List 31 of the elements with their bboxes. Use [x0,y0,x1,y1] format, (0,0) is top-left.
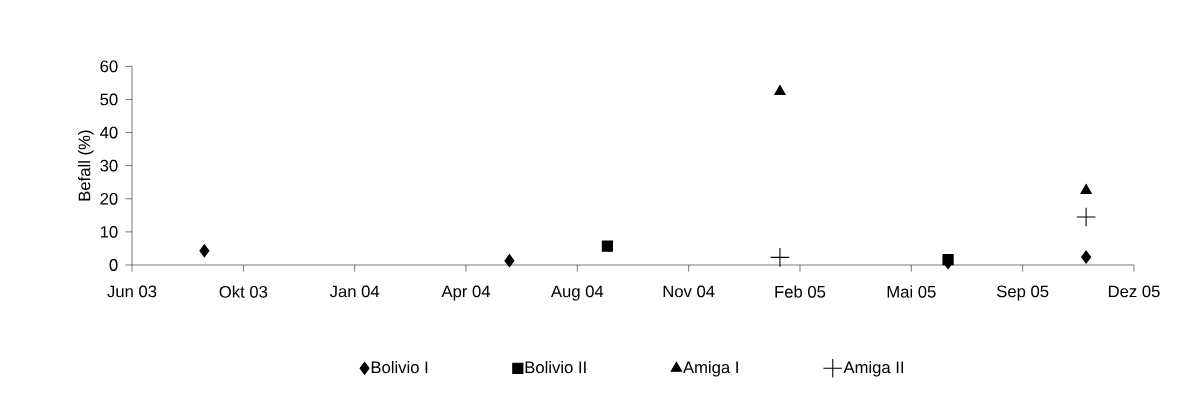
x-tick-label: Dez 05 [1108,285,1160,298]
x-tick-label: Apr 04 [441,285,491,301]
point [504,254,515,268]
legend-label: Bolivio I [371,360,428,374]
x-tick-label: Nov 04 [663,285,715,298]
x-tick-label: Jun 03 [107,285,157,298]
x-tick-label: Mai 05 [887,285,936,298]
y-axis-title: Befall (%) [78,130,94,201]
legend-label: Bolivio II [525,360,586,374]
y-tick-label: 40 [100,126,118,139]
x-tick-label: Feb 05 [775,285,826,298]
y-tick-label: 20 [100,192,118,205]
x-tick-label: Sep 05 [996,285,1049,301]
point [1081,250,1092,264]
point [601,240,613,252]
point [1080,183,1092,195]
x-tick-label: Okt 03 [219,285,268,298]
point [1076,207,1096,227]
point [770,247,790,268]
y-tick-label: 10 [100,225,118,238]
legend-label: Amiga II [843,360,904,377]
y-tick-label: 60 [100,60,118,73]
y-tick-label: 0 [109,259,118,271]
point [199,244,210,258]
y-tick-label: 50 [100,93,118,106]
x-tick-label: Jan 04 [329,285,380,298]
point [942,254,954,266]
legend-label: Amiga I [682,360,738,377]
point [774,84,786,96]
y-tick-label: 30 [100,159,118,172]
x-tick-label: Aug 04 [550,285,604,301]
